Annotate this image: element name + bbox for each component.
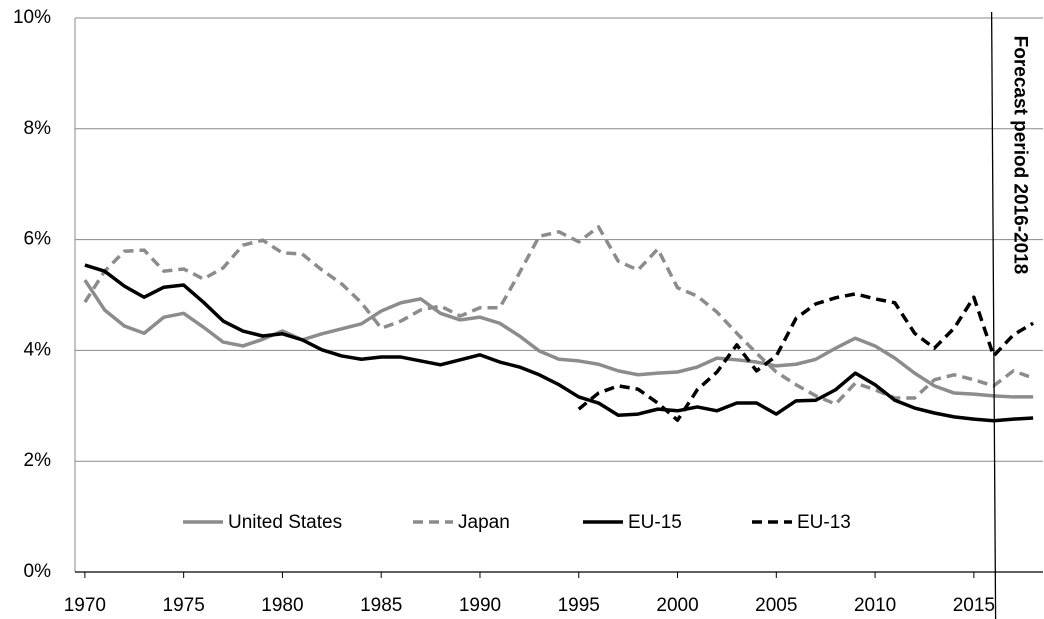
series-line (83, 279, 1034, 399)
forecast-line (990, 11, 997, 619)
series-line (84, 263, 1034, 423)
legend-label: United States (228, 512, 342, 533)
legend-label: Japan (458, 512, 510, 533)
y-tick-label: 6% (24, 229, 52, 250)
x-tick-label: 1995 (558, 595, 600, 616)
x-tick-label: 1985 (360, 595, 402, 616)
x-tick-label: 1990 (459, 595, 501, 616)
legend-label: EU-15 (628, 512, 682, 533)
y-tick-label: 4% (24, 339, 52, 360)
x-tick-label: 2015 (953, 595, 995, 616)
x-tick-label: 2000 (656, 595, 698, 616)
y-tick-label: 10% (13, 7, 51, 28)
x-tick-label: 1975 (163, 595, 205, 616)
series-line (577, 292, 1035, 422)
series-line (83, 225, 1034, 406)
x-tick-label: 2010 (854, 595, 896, 616)
y-tick-label: 2% (24, 450, 52, 471)
x-tick-label: 1980 (261, 595, 303, 616)
forecast-label: Forecast period 2016-2018 (1010, 36, 1031, 275)
x-tick-label: 1970 (64, 595, 106, 616)
legend-label: EU-13 (797, 512, 851, 533)
y-tick-label: 8% (24, 118, 52, 139)
x-tick-label: 2005 (755, 595, 797, 616)
y-tick-label: 0% (24, 561, 52, 582)
